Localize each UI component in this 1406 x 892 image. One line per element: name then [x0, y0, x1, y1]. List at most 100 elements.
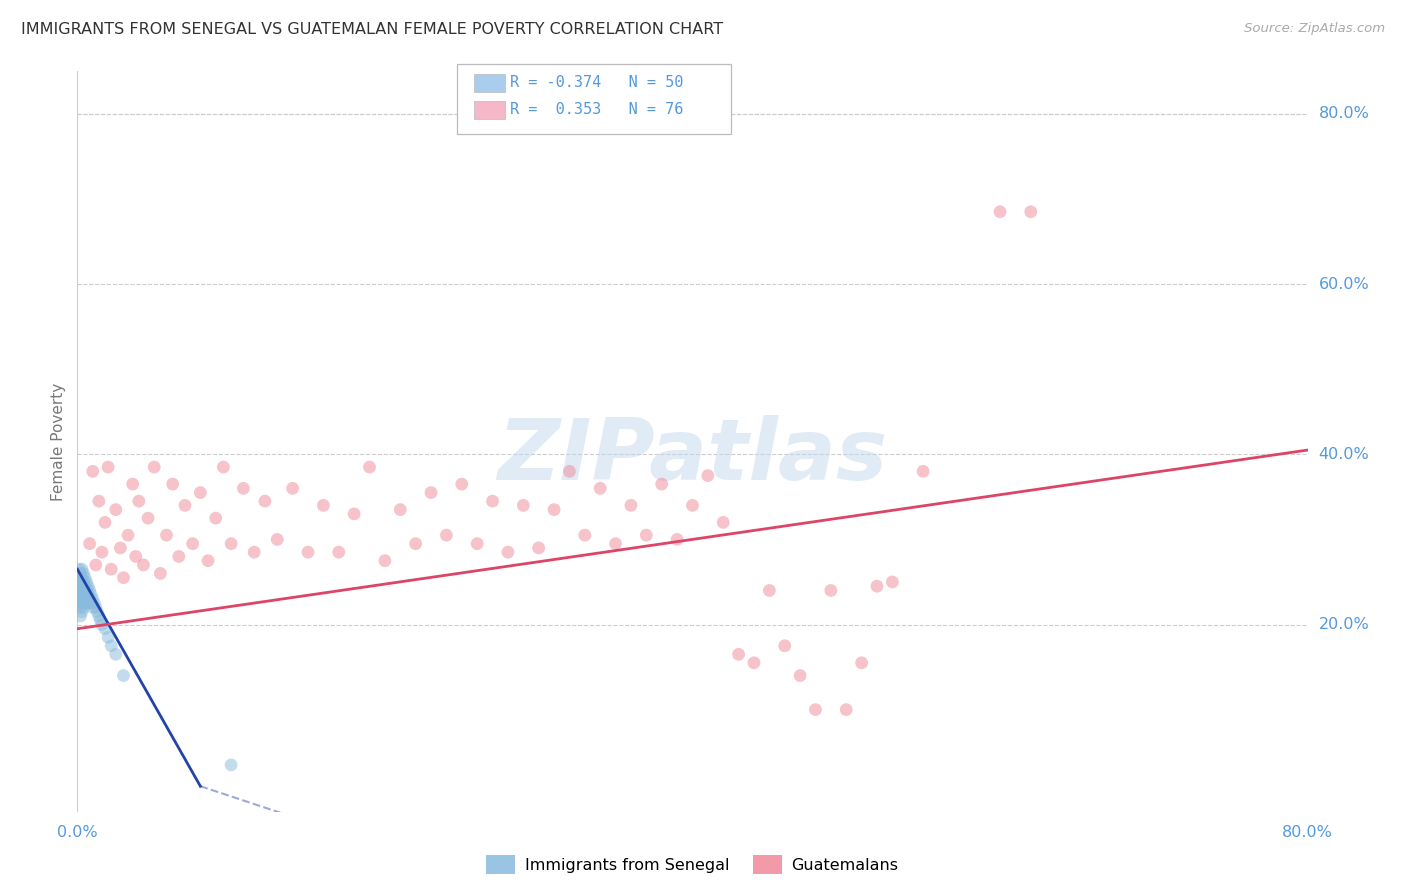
Point	[70, 596, 93, 610]
Point	[882, 574, 904, 589]
Point	[589, 481, 612, 495]
Point	[835, 703, 858, 717]
Point	[155, 528, 177, 542]
Point	[651, 477, 673, 491]
Point	[574, 528, 596, 542]
Point	[67, 588, 90, 602]
Point	[70, 579, 93, 593]
Point	[297, 545, 319, 559]
Point	[605, 536, 627, 550]
Point	[73, 571, 96, 585]
Point	[86, 605, 108, 619]
Point	[70, 588, 93, 602]
Point	[450, 477, 472, 491]
Point	[76, 583, 98, 598]
Point	[197, 554, 219, 568]
Point	[727, 648, 749, 662]
Point	[912, 464, 935, 478]
Point	[188, 485, 212, 500]
Point	[77, 596, 100, 610]
Point	[70, 605, 93, 619]
Legend: Immigrants from Senegal, Guatemalans: Immigrants from Senegal, Guatemalans	[486, 855, 898, 874]
Text: 20.0%: 20.0%	[1319, 617, 1369, 632]
Point	[70, 571, 93, 585]
Text: IMMIGRANTS FROM SENEGAL VS GUATEMALAN FEMALE POVERTY CORRELATION CHART: IMMIGRANTS FROM SENEGAL VS GUATEMALAN FE…	[21, 22, 723, 37]
Y-axis label: Female Poverty: Female Poverty	[51, 383, 66, 500]
Point	[988, 204, 1011, 219]
Point	[820, 583, 842, 598]
Point	[181, 536, 204, 550]
Point	[79, 583, 101, 598]
Point	[84, 600, 107, 615]
Point	[67, 571, 90, 585]
Point	[90, 617, 114, 632]
Point	[204, 511, 226, 525]
Point	[436, 528, 458, 542]
Point	[80, 588, 103, 602]
Point	[67, 596, 90, 610]
Point	[789, 668, 811, 682]
Point	[73, 588, 96, 602]
Point	[90, 545, 114, 559]
Text: 60.0%: 60.0%	[1319, 277, 1369, 292]
Point	[866, 579, 889, 593]
Point	[219, 536, 242, 550]
Point	[162, 477, 184, 491]
Point	[136, 511, 159, 525]
Point	[281, 481, 304, 495]
Point	[512, 499, 534, 513]
Point	[481, 494, 503, 508]
Point	[174, 499, 197, 513]
Point	[773, 639, 796, 653]
Point	[104, 648, 127, 662]
Point	[110, 541, 132, 555]
Text: R = -0.374   N = 50: R = -0.374 N = 50	[510, 76, 683, 90]
Point	[149, 566, 172, 581]
Point	[420, 485, 443, 500]
Point	[67, 562, 90, 576]
Point	[97, 630, 120, 644]
Point	[682, 499, 704, 513]
Point	[97, 460, 120, 475]
Point	[72, 574, 94, 589]
Point	[666, 533, 689, 547]
Text: 80.0%: 80.0%	[1319, 106, 1369, 121]
Point	[527, 541, 550, 555]
Point	[389, 502, 412, 516]
Point	[69, 566, 91, 581]
Point	[121, 477, 143, 491]
Text: R =  0.353   N = 76: R = 0.353 N = 76	[510, 103, 683, 117]
Point	[758, 583, 780, 598]
Text: 0.0%: 0.0%	[58, 825, 97, 840]
Point	[125, 549, 148, 564]
Point	[143, 460, 166, 475]
Text: ZIPatlas: ZIPatlas	[498, 415, 887, 498]
Point	[89, 613, 111, 627]
Point	[558, 464, 581, 478]
Point	[465, 536, 488, 550]
Point	[76, 574, 98, 589]
Point	[70, 562, 93, 576]
Point	[67, 579, 90, 593]
Point	[79, 591, 101, 606]
Point	[112, 668, 135, 682]
Point	[405, 536, 427, 550]
Point	[696, 468, 718, 483]
Point	[243, 545, 266, 559]
Point	[804, 703, 827, 717]
Point	[69, 583, 91, 598]
Text: 40.0%: 40.0%	[1319, 447, 1369, 462]
Point	[73, 596, 96, 610]
Point	[83, 596, 105, 610]
Point	[132, 558, 155, 572]
Point	[72, 566, 94, 581]
Point	[94, 622, 117, 636]
Point	[232, 481, 254, 495]
Point	[253, 494, 276, 508]
Point	[1019, 204, 1042, 219]
Point	[69, 609, 91, 624]
Point	[496, 545, 519, 559]
Point	[87, 494, 110, 508]
Point	[266, 533, 288, 547]
Point	[94, 516, 117, 530]
